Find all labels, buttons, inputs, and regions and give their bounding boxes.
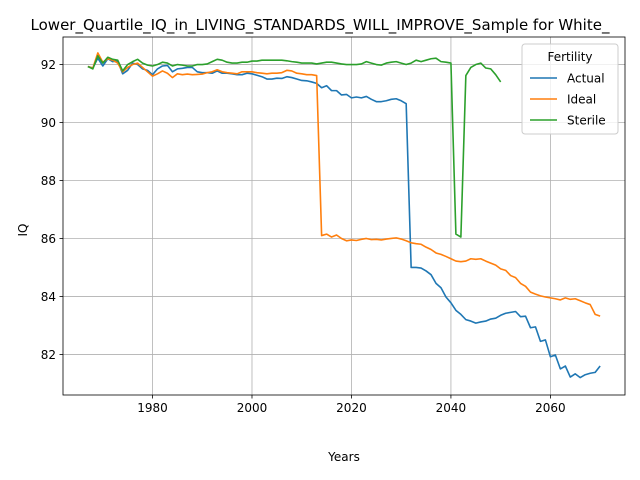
- y-tick-label: 84: [41, 290, 56, 304]
- x-tick-label: 2060: [535, 401, 566, 415]
- legend-label-sterile: Sterile: [567, 114, 606, 128]
- y-axis-label: IQ: [16, 224, 30, 237]
- x-tick-label: 2020: [336, 401, 367, 415]
- legend-title: Fertility: [547, 50, 592, 64]
- y-axis-ticks: 82 84 86 88 90 92: [41, 58, 63, 362]
- x-tick-label: 2000: [237, 401, 268, 415]
- y-tick-label: 88: [41, 174, 56, 188]
- series-line-actual: [87, 57, 601, 379]
- y-tick-label: 86: [41, 232, 56, 246]
- x-tick-label: 2040: [436, 401, 467, 415]
- legend-label-ideal: Ideal: [567, 93, 596, 107]
- y-tick-label: 82: [41, 348, 56, 362]
- chart-title: Lower_Quartile_IQ_in_LIVING_STANDARDS_WI…: [31, 16, 610, 35]
- legend-label-actual: Actual: [567, 72, 605, 86]
- x-tick-label: 1980: [137, 401, 168, 415]
- series-line-ideal: [87, 52, 601, 317]
- y-tick-label: 92: [41, 58, 56, 72]
- x-axis-ticks: 1980 2000 2020 2040 2060: [137, 395, 566, 415]
- series-line-sterile: [87, 55, 502, 238]
- x-axis-label: Years: [327, 450, 360, 464]
- series-layer: [87, 52, 601, 379]
- legend-box: [521, 43, 619, 135]
- legend: Fertility Actual Ideal Sterile: [521, 43, 619, 135]
- y-tick-label: 90: [41, 116, 56, 130]
- plot-area-frame: [62, 36, 626, 396]
